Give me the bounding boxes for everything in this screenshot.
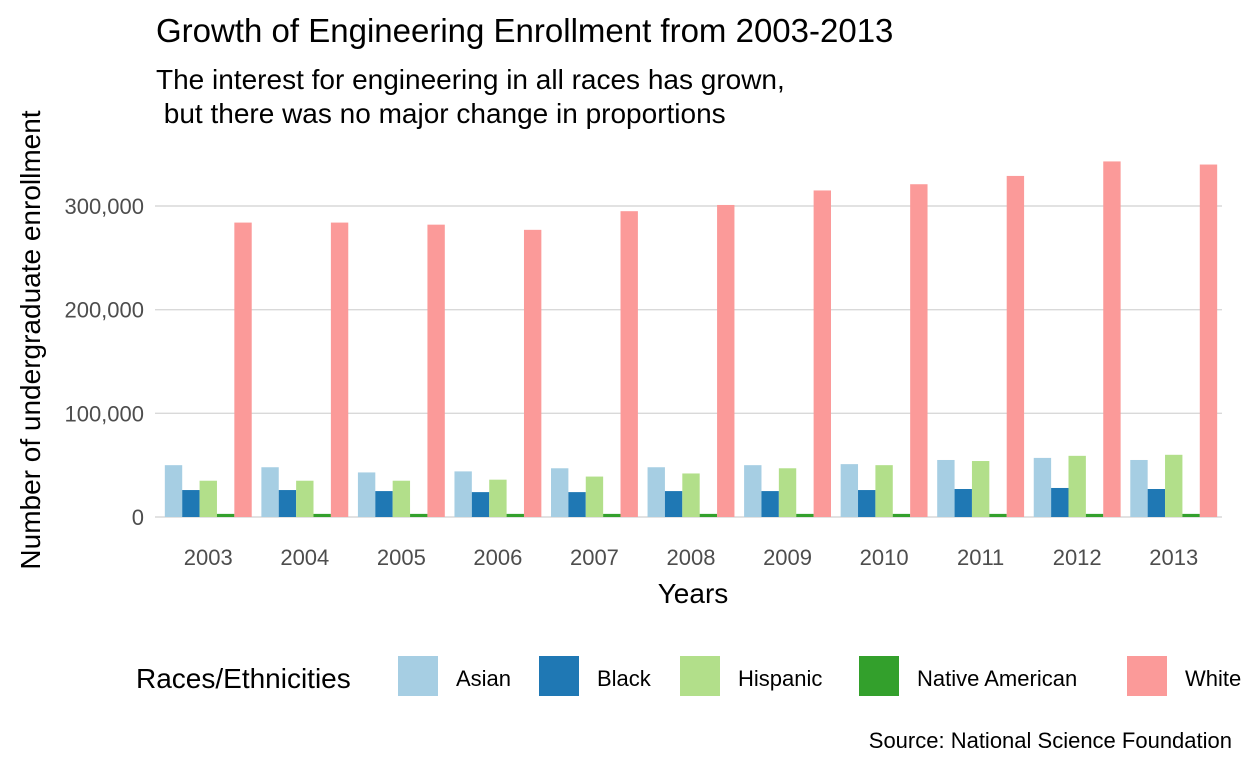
bar-native-american-2010 — [892, 513, 911, 517]
bar-asian-2011 — [937, 459, 955, 517]
bar-native-american-2008 — [699, 513, 718, 517]
legend-label-hispanic: Hispanic — [738, 666, 822, 691]
bar-asian-2010 — [840, 464, 859, 517]
legend-label-black: Black — [597, 666, 652, 691]
x-tick-label: 2007 — [570, 545, 619, 570]
bar-asian-2009 — [744, 465, 762, 517]
bar-native-american-2006 — [506, 513, 524, 517]
bar-white-2011 — [1006, 175, 1025, 518]
y-axis-title: Number of undergraduate enrollment — [15, 110, 46, 569]
x-axis-ticks: 2003 2004 2005 2006 2007 2008 2009 2010 2011 2012… — [184, 545, 1198, 570]
x-tick-label: 2008 — [667, 545, 716, 570]
x-tick-label: 2005 — [377, 545, 426, 570]
chart-title: Growth of Engineering Enrollment from 20… — [156, 12, 893, 49]
legend-key-hispanic — [680, 656, 720, 696]
y-tick-label: 0 — [132, 505, 144, 530]
x-tick-label: 2012 — [1053, 545, 1102, 570]
bar-hispanic-2005 — [392, 480, 411, 517]
legend-key-native-american — [859, 656, 899, 696]
bar-hispanic-2011 — [971, 461, 990, 517]
bar-asian-2008 — [647, 467, 665, 517]
y-tick-label: 200,000 — [64, 298, 144, 323]
bar-hispanic-2010 — [875, 465, 893, 517]
y-tick-label: 100,000 — [64, 401, 144, 426]
bar-white-2010 — [910, 184, 928, 518]
bar-asian-2012 — [1033, 457, 1052, 517]
bar-white-2004 — [330, 222, 349, 517]
bar-black-2009 — [761, 491, 779, 517]
bar-white-2013 — [1199, 164, 1218, 518]
bar-black-2012 — [1051, 487, 1069, 517]
bar-asian-2007 — [551, 468, 569, 517]
bar-white-2007 — [620, 211, 638, 517]
bar-white-2012 — [1103, 161, 1121, 517]
x-tick-label: 2011 — [957, 545, 1004, 570]
bar-asian-2003 — [164, 465, 183, 517]
legend-key-black — [539, 656, 579, 696]
bar-black-2008 — [664, 491, 683, 517]
bar-asian-2005 — [357, 472, 376, 517]
bar-white-2009 — [813, 190, 831, 517]
x-axis-title: Years — [658, 578, 729, 609]
bar-asian-2013 — [1130, 459, 1148, 517]
bar-black-2003 — [182, 490, 200, 517]
chart-subtitle-line-2: but there was no major change in proport… — [156, 98, 726, 129]
bar-native-american-2004 — [313, 513, 331, 517]
gridlines — [155, 205, 1222, 518]
bar-native-american-2007 — [603, 513, 621, 517]
bar-asian-2004 — [261, 467, 279, 517]
bar-native-american-2003 — [216, 513, 235, 517]
bar-black-2004 — [278, 490, 297, 517]
bar-white-2008 — [717, 204, 735, 518]
bar-black-2013 — [1147, 489, 1166, 517]
bar-black-2005 — [375, 491, 393, 517]
x-tick-label: 2006 — [473, 545, 522, 570]
x-tick-label: 2013 — [1149, 545, 1198, 570]
bar-hispanic-2006 — [489, 479, 507, 517]
bar-hispanic-2009 — [778, 468, 797, 517]
y-axis-ticks: 0 100,000 200,000 300,000 — [64, 194, 144, 530]
chart-caption: Source: National Science Foundation — [869, 728, 1232, 753]
legend-key-white — [1127, 656, 1167, 696]
bar-black-2006 — [471, 492, 490, 517]
legend: Races/Ethnicities Asian Black Hispanic Nati… — [136, 656, 1241, 696]
bar-native-american-2012 — [1085, 513, 1104, 517]
bar-white-2005 — [427, 224, 445, 517]
bar-asian-2006 — [454, 471, 472, 517]
bar-black-2011 — [954, 489, 972, 517]
x-tick-label: 2009 — [763, 545, 812, 570]
bar-black-2007 — [568, 492, 586, 517]
bar-native-american-2013 — [1182, 513, 1200, 517]
bar-hispanic-2004 — [296, 480, 314, 517]
bar-hispanic-2013 — [1165, 454, 1183, 517]
legend-label-native-american: Native American — [917, 666, 1077, 691]
legend-title: Races/Ethnicities — [136, 663, 351, 694]
x-tick-label: 2010 — [860, 545, 909, 570]
bar-hispanic-2008 — [682, 473, 700, 517]
legend-key-asian — [398, 656, 438, 696]
bar-black-2010 — [858, 490, 876, 517]
bar-hispanic-2003 — [199, 480, 217, 517]
x-tick-label: 2004 — [280, 545, 329, 570]
bar-hispanic-2012 — [1068, 455, 1086, 517]
bar-hispanic-2007 — [585, 476, 604, 517]
bar-native-american-2011 — [989, 513, 1007, 517]
legend-label-white: White — [1185, 666, 1241, 691]
x-tick-label: 2003 — [184, 545, 233, 570]
legend-label-asian: Asian — [456, 666, 511, 691]
bars — [164, 161, 1218, 518]
bar-white-2006 — [523, 229, 542, 518]
bar-native-american-2009 — [796, 513, 814, 517]
bar-white-2003 — [234, 222, 252, 517]
y-tick-label: 300,000 — [64, 194, 144, 219]
chart-subtitle-line-1: The interest for engineering in all race… — [156, 64, 785, 95]
bar-native-american-2005 — [410, 513, 428, 517]
